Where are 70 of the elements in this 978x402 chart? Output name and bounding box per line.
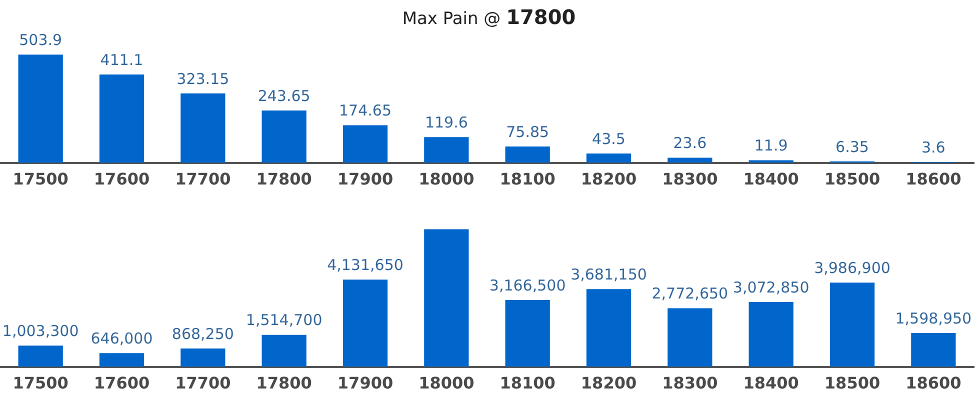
data-label: 2,772,650: [652, 284, 728, 303]
bar: [262, 110, 306, 163]
bar: [180, 93, 226, 163]
data-label: 11.9: [754, 136, 788, 155]
bar: [424, 137, 469, 163]
data-label: 3,681,150: [570, 266, 647, 284]
bar: [424, 229, 469, 367]
x-tick-label: 18400: [743, 374, 799, 393]
x-tick-label: 18500: [824, 170, 880, 189]
bar: [342, 280, 388, 367]
data-label: 3,986,900: [814, 259, 890, 278]
x-tick-label: 18500: [824, 374, 880, 393]
bar: [586, 289, 632, 367]
bar: [99, 353, 144, 367]
bar: [830, 282, 875, 367]
x-tick-label: 17800: [256, 170, 312, 189]
bar: [668, 308, 712, 367]
data-label: 23.6: [673, 134, 707, 152]
x-tick-label: 18300: [662, 374, 718, 393]
bar: [668, 158, 712, 163]
bar: [99, 74, 144, 163]
data-label: 3.6: [921, 138, 946, 156]
bar: [180, 348, 226, 367]
bar: [911, 333, 956, 367]
x-tick-label: 18200: [580, 170, 637, 189]
x-tick-label: 17800: [256, 374, 312, 393]
data-label: 1,598,950: [895, 309, 972, 328]
x-tick-label: 17900: [337, 170, 394, 189]
bar: [748, 160, 794, 163]
data-label: 1,514,700: [246, 311, 322, 330]
bar: [748, 302, 794, 367]
chart-title: Max Pain @ 17800: [402, 5, 576, 29]
data-label: 646,000: [90, 330, 153, 348]
x-tick-label: 18200: [580, 374, 637, 393]
bar: [505, 146, 550, 163]
x-tick-label: 18000: [418, 170, 474, 189]
x-tick-label: 17600: [94, 170, 150, 189]
data-label: 174.65: [339, 102, 392, 120]
x-tick-label: 18400: [743, 170, 799, 189]
x-tick-label: 17700: [175, 170, 231, 189]
data-label: 4,131,650: [327, 256, 404, 274]
data-label: 323.15: [176, 70, 230, 88]
x-tick-label: 18000: [418, 374, 474, 393]
data-label: 243.65: [258, 86, 310, 105]
data-label: 3,166,500: [489, 276, 566, 294]
data-label: 1,003,300: [2, 322, 79, 340]
x-tick-label: 17700: [175, 374, 231, 393]
bar: [505, 300, 550, 367]
x-tick-label: 17900: [337, 374, 394, 393]
bar: [18, 346, 63, 367]
x-tick-label: 17500: [12, 374, 68, 393]
x-tick-label: 18100: [500, 170, 556, 189]
data-label: 3,072,850: [732, 278, 810, 296]
data-label: 868,250: [172, 324, 234, 343]
bar: [342, 125, 388, 163]
bar: [262, 334, 306, 367]
bar: [18, 54, 63, 163]
x-tick-label: 18600: [906, 374, 962, 393]
data-label: 43.5: [592, 130, 626, 148]
data-label: 6.35: [836, 138, 869, 156]
x-tick-label: 17600: [94, 374, 150, 393]
x-tick-label: 18300: [662, 170, 718, 189]
data-label: 411.1: [100, 50, 144, 69]
x-tick-label: 17500: [12, 170, 68, 189]
x-tick-label: 18100: [500, 374, 556, 393]
data-label: 119.6: [424, 114, 468, 132]
x-tick-label: 18600: [906, 170, 962, 189]
bar: [586, 153, 632, 163]
data-label: 503.9: [19, 31, 62, 50]
data-label: 75.85: [506, 122, 550, 141]
